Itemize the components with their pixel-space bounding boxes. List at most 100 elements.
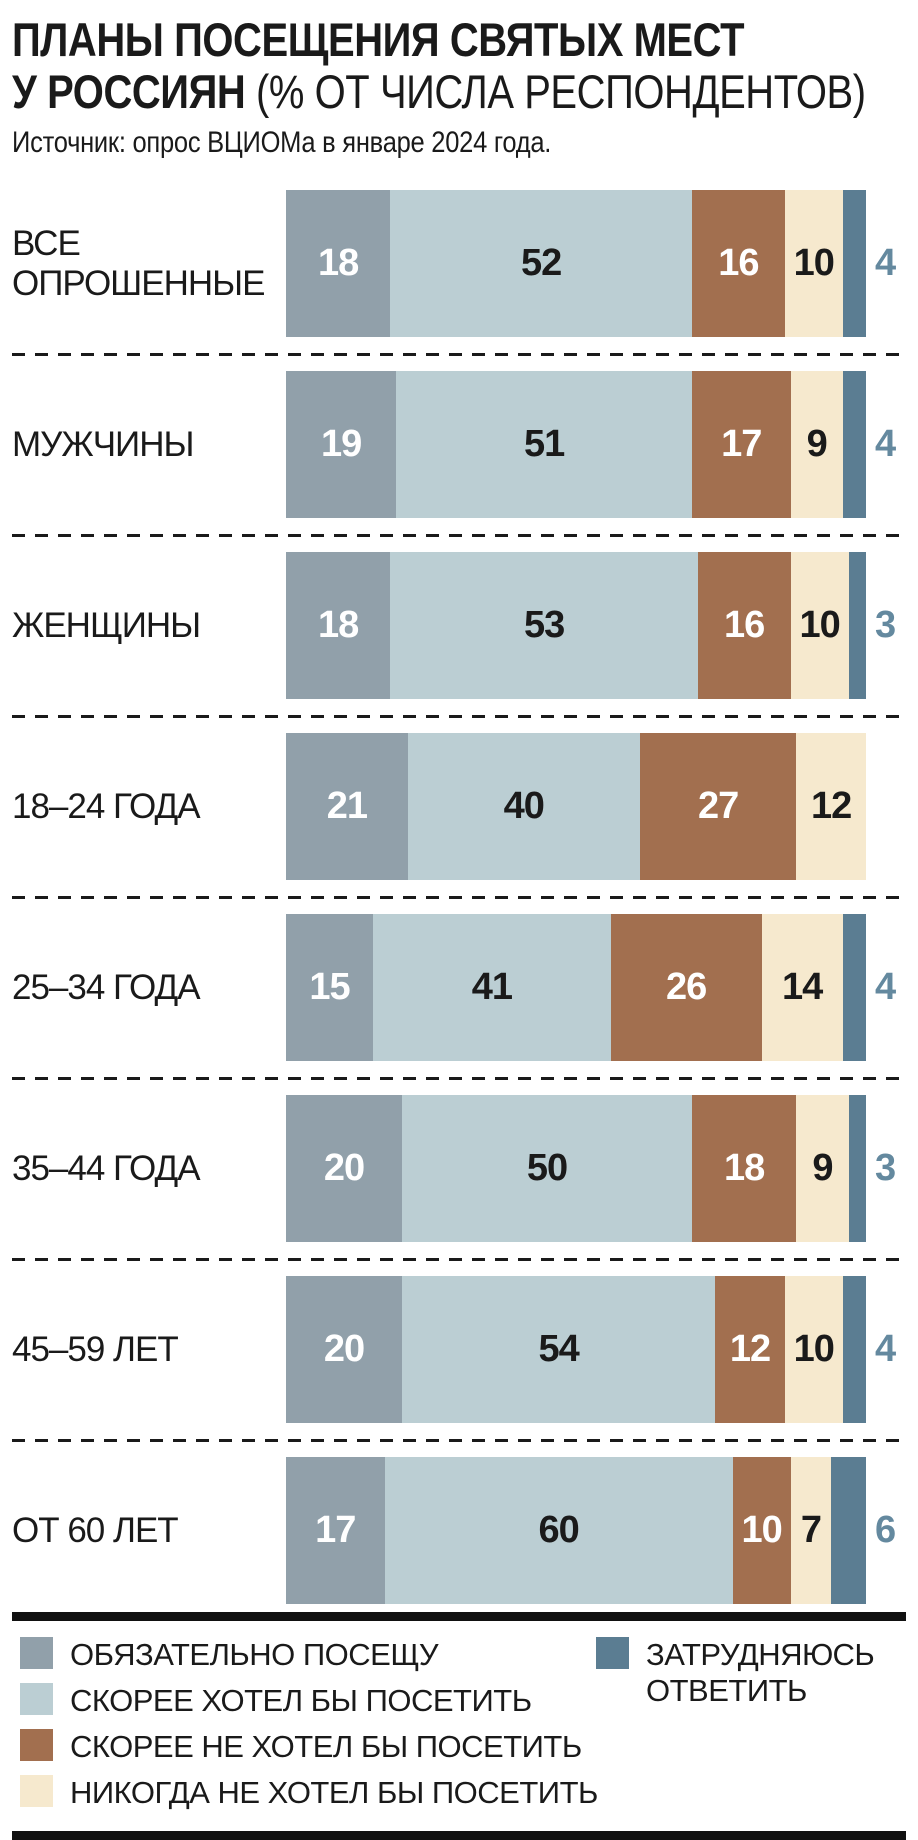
bar-segment: 18 xyxy=(286,190,391,337)
segment-value: 9 xyxy=(806,423,828,465)
stacked-bar: 20 50 18 9 xyxy=(286,1095,866,1242)
dashed-line xyxy=(12,896,906,899)
chart-row: МУЖЧИНЫ 19 51 17 9 4 xyxy=(12,371,906,518)
bar-segment: 10 xyxy=(790,552,849,699)
stacked-bar: 18 52 16 10 xyxy=(286,190,866,337)
page-title: ПЛАНЫ ПОСЕЩЕНИЯ СВЯТЫХ МЕСТ У РОССИЯН (%… xyxy=(12,14,909,118)
row-label: ЖЕНЩИНЫ xyxy=(12,605,201,645)
row-separator xyxy=(12,1423,906,1457)
segment-value: 54 xyxy=(538,1328,579,1370)
bar-segment: 54 xyxy=(402,1276,716,1423)
outside-segment-value: 4 xyxy=(875,242,896,284)
row-label: ВСЕ ОПРОШЕННЫЕ xyxy=(12,223,265,303)
segment-value: 52 xyxy=(521,242,562,284)
bar-segment: 27 xyxy=(639,733,797,880)
stacked-bar: 19 51 17 9 xyxy=(286,371,866,518)
outside-segment-value: 3 xyxy=(875,604,896,646)
chart-row: 25–34 ГОДА 15 41 26 14 4 xyxy=(12,914,906,1061)
dashed-line xyxy=(12,1439,906,1442)
segment-value: 7 xyxy=(800,1509,822,1551)
dashed-line xyxy=(12,534,906,537)
bar-segment: 15 xyxy=(286,914,373,1061)
legend-label: НИКОГДА НЕ ХОТЕЛ БЫ ПОСЕТИТЬ xyxy=(70,1775,598,1810)
legend-swatch xyxy=(20,1637,53,1669)
bar-segment: 20 xyxy=(286,1095,402,1242)
row-separator xyxy=(12,699,906,733)
segment-value: 17 xyxy=(315,1509,356,1551)
segment-value: 10 xyxy=(741,1509,782,1551)
segment-value: 50 xyxy=(526,1147,568,1189)
bar-segment: 12 xyxy=(715,1276,785,1423)
bar-segment: 9 xyxy=(796,1095,849,1242)
outside-segment-value xyxy=(866,733,906,880)
segment-value: 21 xyxy=(326,785,368,827)
bar-segment xyxy=(848,1095,866,1242)
bar-segment: 40 xyxy=(407,733,640,880)
segment-value: 10 xyxy=(799,604,840,646)
legend-column-left: ОБЯЗАТЕЛЬНО ПОСЕЩУ СКОРЕЕ ХОТЕЛ БЫ ПОСЕТИ… xyxy=(20,1637,598,1821)
row-separator xyxy=(12,1061,906,1095)
title-line2-normal: (% ОТ ЧИСЛА РЕСПОНДЕНТОВ) xyxy=(245,65,866,118)
segment-value: 51 xyxy=(523,423,565,465)
bar-segment: 17 xyxy=(691,371,791,518)
row-label: 18–24 ГОДА xyxy=(12,786,201,826)
segment-value: 10 xyxy=(793,242,835,284)
row-label: 45–59 ЛЕТ xyxy=(12,1329,179,1369)
row-label: ОТ 60 ЛЕТ xyxy=(12,1510,179,1550)
bar-segment: 14 xyxy=(761,914,843,1061)
segment-value: 18 xyxy=(318,604,359,646)
legend-swatch xyxy=(20,1775,53,1807)
bar-segment xyxy=(848,552,866,699)
outside-segment-value: 4 xyxy=(875,966,896,1008)
title-line1: ПЛАНЫ ПОСЕЩЕНИЯ СВЯТЫХ МЕСТ xyxy=(12,13,745,66)
stacked-bar: 20 54 12 10 xyxy=(286,1276,866,1423)
dashed-line xyxy=(12,715,906,718)
legend-label: СКОРЕЕ НЕ ХОТЕЛ БЫ ПОСЕТИТЬ xyxy=(70,1729,582,1764)
stacked-bar: 15 41 26 14 xyxy=(286,914,866,1061)
dashed-line xyxy=(12,1258,906,1261)
bar-segment: 41 xyxy=(373,914,611,1061)
legend: ОБЯЗАТЕЛЬНО ПОСЕЩУ СКОРЕЕ ХОТЕЛ БЫ ПОСЕТИ… xyxy=(12,1621,906,1831)
bar-segment: 12 xyxy=(796,733,866,880)
chart-row: ОТ 60 ЛЕТ 17 60 10 7 6 xyxy=(12,1457,906,1604)
row-separator xyxy=(12,880,906,914)
legend-item: НИКОГДА НЕ ХОТЕЛ БЫ ПОСЕТИТЬ xyxy=(20,1775,598,1811)
bar-segment: 17 xyxy=(286,1457,385,1604)
bar-segment: 60 xyxy=(384,1457,733,1604)
bar-segment xyxy=(842,371,866,518)
bar-segment: 53 xyxy=(390,552,698,699)
dashed-line xyxy=(12,353,906,356)
chart-row: 18–24 ГОДА 21 40 27 12 xyxy=(12,733,906,880)
stacked-bar: 17 60 10 7 xyxy=(286,1457,866,1604)
segment-value: 41 xyxy=(471,966,513,1008)
chart-row: ВСЕ ОПРОШЕННЫЕ 18 52 16 10 4 xyxy=(12,190,906,337)
bar-segment xyxy=(842,1276,866,1423)
bar-segment: 10 xyxy=(732,1457,791,1604)
bar-segment xyxy=(842,914,866,1061)
segment-value: 26 xyxy=(666,966,707,1008)
bar-segment: 10 xyxy=(784,1276,843,1423)
stacked-bar: 21 40 27 12 xyxy=(286,733,866,880)
segment-value: 15 xyxy=(309,966,350,1008)
chart-rows: ВСЕ ОПРОШЕННЫЕ 18 52 16 10 4 МУЖЧИНЫ 19 51 17 9 4 ЖЕ… xyxy=(12,190,906,1604)
outside-segment-value: 4 xyxy=(875,1328,896,1370)
row-separator xyxy=(12,337,906,371)
dashed-line xyxy=(12,1077,906,1080)
segment-value: 17 xyxy=(721,423,762,465)
outside-segment-value: 4 xyxy=(875,423,896,465)
thick-divider-bottom xyxy=(12,1831,906,1840)
bar-segment: 16 xyxy=(691,190,785,337)
legend-label: ЗАТРУДНЯЮСЬ ОТВЕТИТЬ xyxy=(646,1637,875,1708)
row-label: 35–44 ГОДА xyxy=(12,1148,201,1188)
legend-item: ОБЯЗАТЕЛЬНО ПОСЕЩУ xyxy=(20,1637,596,1673)
segment-value: 18 xyxy=(724,1147,765,1189)
row-label: 25–34 ГОДА xyxy=(12,967,201,1007)
legend-swatch xyxy=(20,1683,53,1715)
legend-item: СКОРЕЕ ХОТЕЛ БЫ ПОСЕТИТЬ xyxy=(20,1683,596,1719)
segment-value: 16 xyxy=(724,604,765,646)
segment-value: 27 xyxy=(697,785,739,827)
outside-segment-value: 6 xyxy=(875,1509,896,1551)
segment-value: 20 xyxy=(323,1328,365,1370)
legend-item: СКОРЕЕ НЕ ХОТЕЛ БЫ ПОСЕТИТЬ xyxy=(20,1729,596,1765)
